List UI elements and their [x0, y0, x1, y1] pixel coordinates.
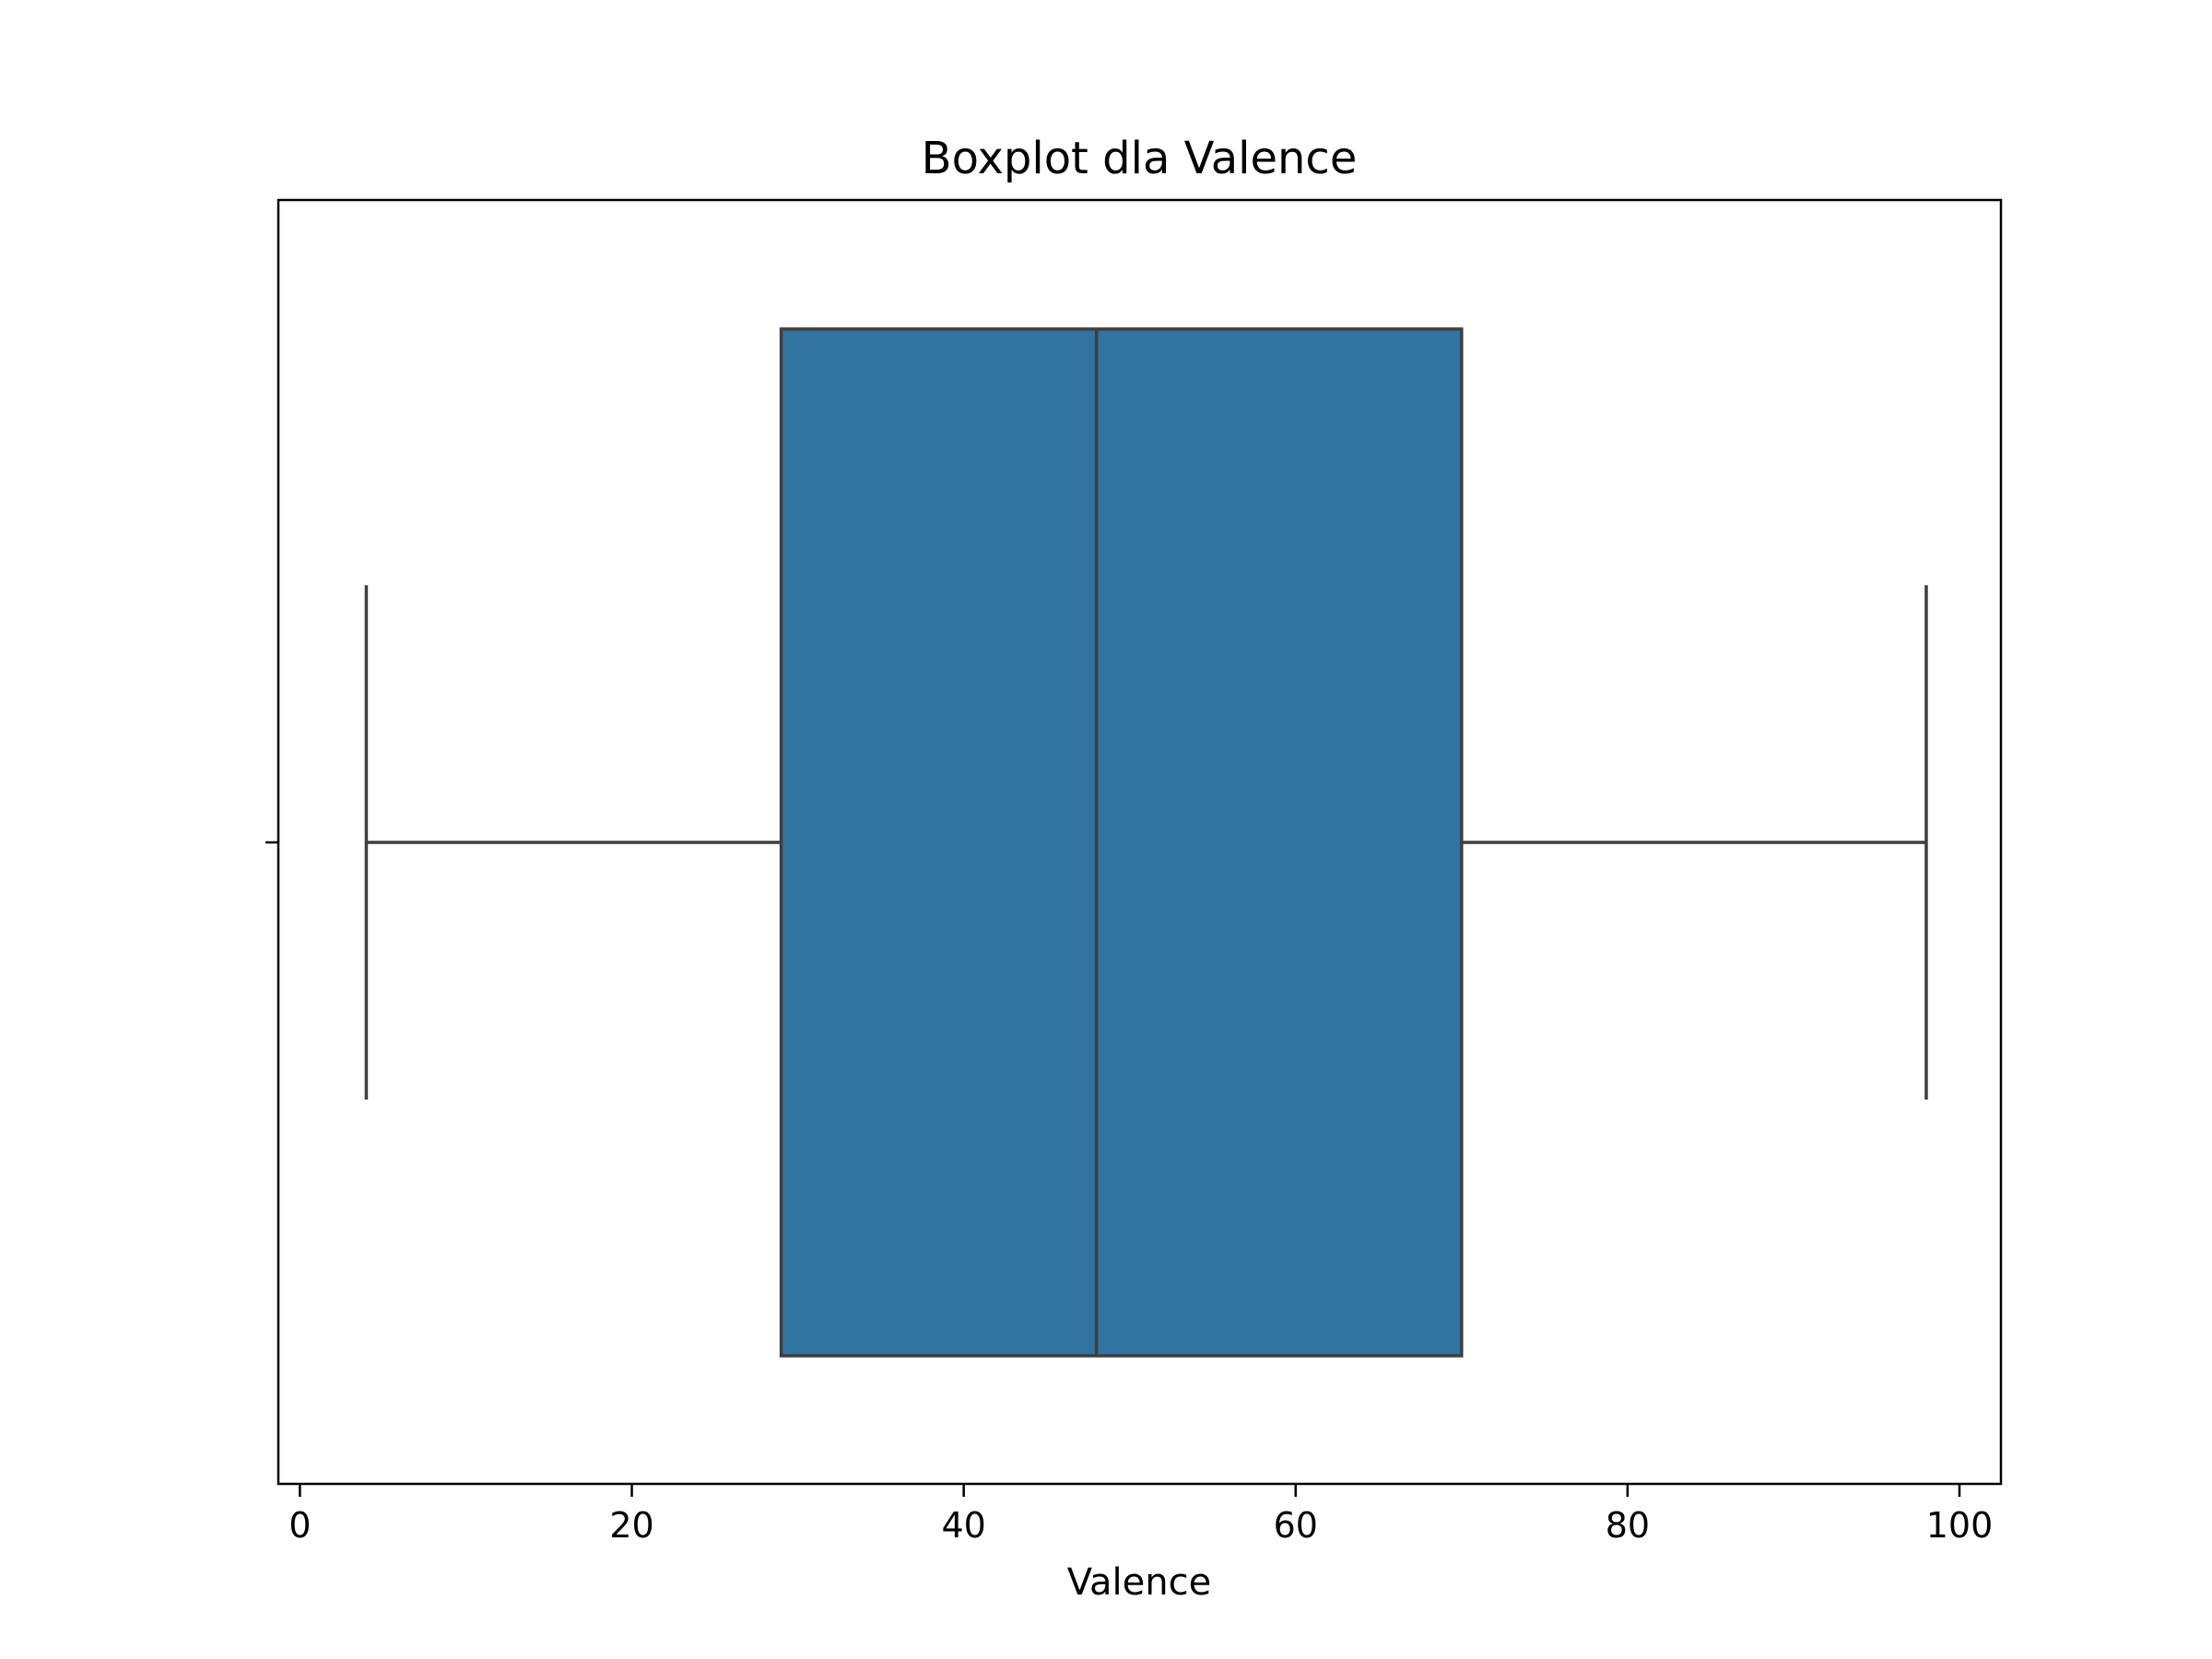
x-tick-label: 0 — [288, 1505, 311, 1546]
iqr-box — [779, 327, 1464, 1358]
chart-title: Boxplot dla Valence — [922, 133, 1358, 184]
x-axis-ticks: 0 20 40 60 80 100 — [265, 841, 1994, 1546]
x-tick-label: 100 — [1926, 1505, 1994, 1546]
x-tick-label: 20 — [609, 1505, 653, 1546]
x-tick-label: 40 — [941, 1505, 985, 1546]
x-tick-label: 80 — [1606, 1505, 1650, 1546]
x-axis-label: Valence — [1067, 1561, 1211, 1604]
plot-area — [364, 327, 1928, 1358]
x-tick-label: 60 — [1274, 1505, 1318, 1546]
